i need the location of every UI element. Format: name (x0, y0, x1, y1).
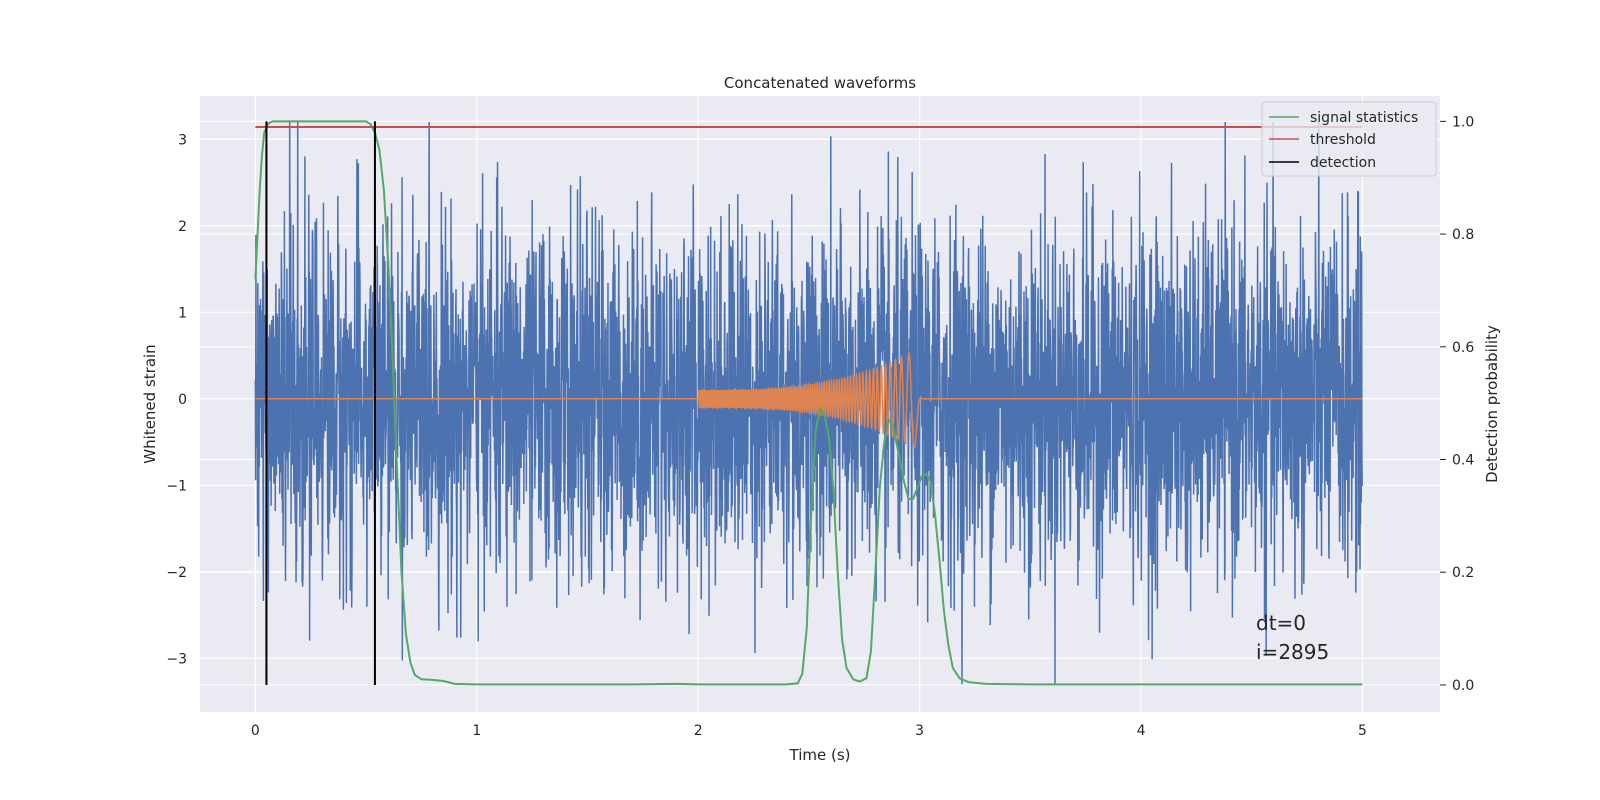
y-right-axis-label: Detection probability (1483, 325, 1501, 483)
y-right-tick-label: 0.2 (1452, 565, 1474, 581)
y-right-tick-label: 1.0 (1452, 114, 1474, 130)
y-tick-label: 2 (178, 219, 187, 235)
annotation-dt: dt=0 (1256, 611, 1306, 635)
strain-noise-line (254, 121, 1363, 685)
y-right-tick-label: 0.8 (1452, 227, 1474, 243)
y-tick-label: 3 (178, 132, 187, 148)
y-tick-label: −2 (166, 565, 187, 581)
legend-box (1261, 101, 1437, 177)
y-tick-label: 1 (178, 305, 187, 321)
x-axis-label: Time (s) (789, 746, 851, 764)
legend-label-threshold: threshold (1310, 132, 1376, 148)
y-tick-label: −1 (166, 478, 187, 494)
y-right-tick-label: 0.4 (1452, 453, 1474, 469)
x-tick-label: 1 (472, 723, 481, 739)
y-right-tick-label: 0.6 (1452, 340, 1474, 356)
y-tick-label: −3 (166, 651, 187, 667)
x-tick-label: 0 (251, 723, 260, 739)
waveform-chirp-line (255, 351, 1363, 449)
x-tick-label: 5 (1358, 723, 1367, 739)
legend-label-detection: detection (1310, 155, 1376, 171)
y-right-tick-label: 0.0 (1452, 678, 1474, 694)
signal-statistics-line (254, 120, 1363, 686)
y-axis-label: Whitened strain (141, 344, 159, 463)
series-layer (254, 120, 1363, 686)
x-tick-label: 2 (694, 723, 703, 739)
chart-title: Concatenated waveforms (724, 74, 916, 92)
x-tick-label: 4 (1137, 723, 1146, 739)
legend-label-signal-statistics: signal statistics (1310, 110, 1418, 126)
y-tick-label: 0 (178, 392, 187, 408)
x-tick-label: 3 (915, 723, 924, 739)
annotation-index: i=2895 (1256, 640, 1329, 664)
legend: signal statistics threshold detection (1261, 101, 1437, 177)
ticks: 0 1 2 3 4 5 −3 −2 −1 0 1 2 3 0.0 0.2 0.4 0.6 0.8 1.0 (166, 114, 1474, 739)
